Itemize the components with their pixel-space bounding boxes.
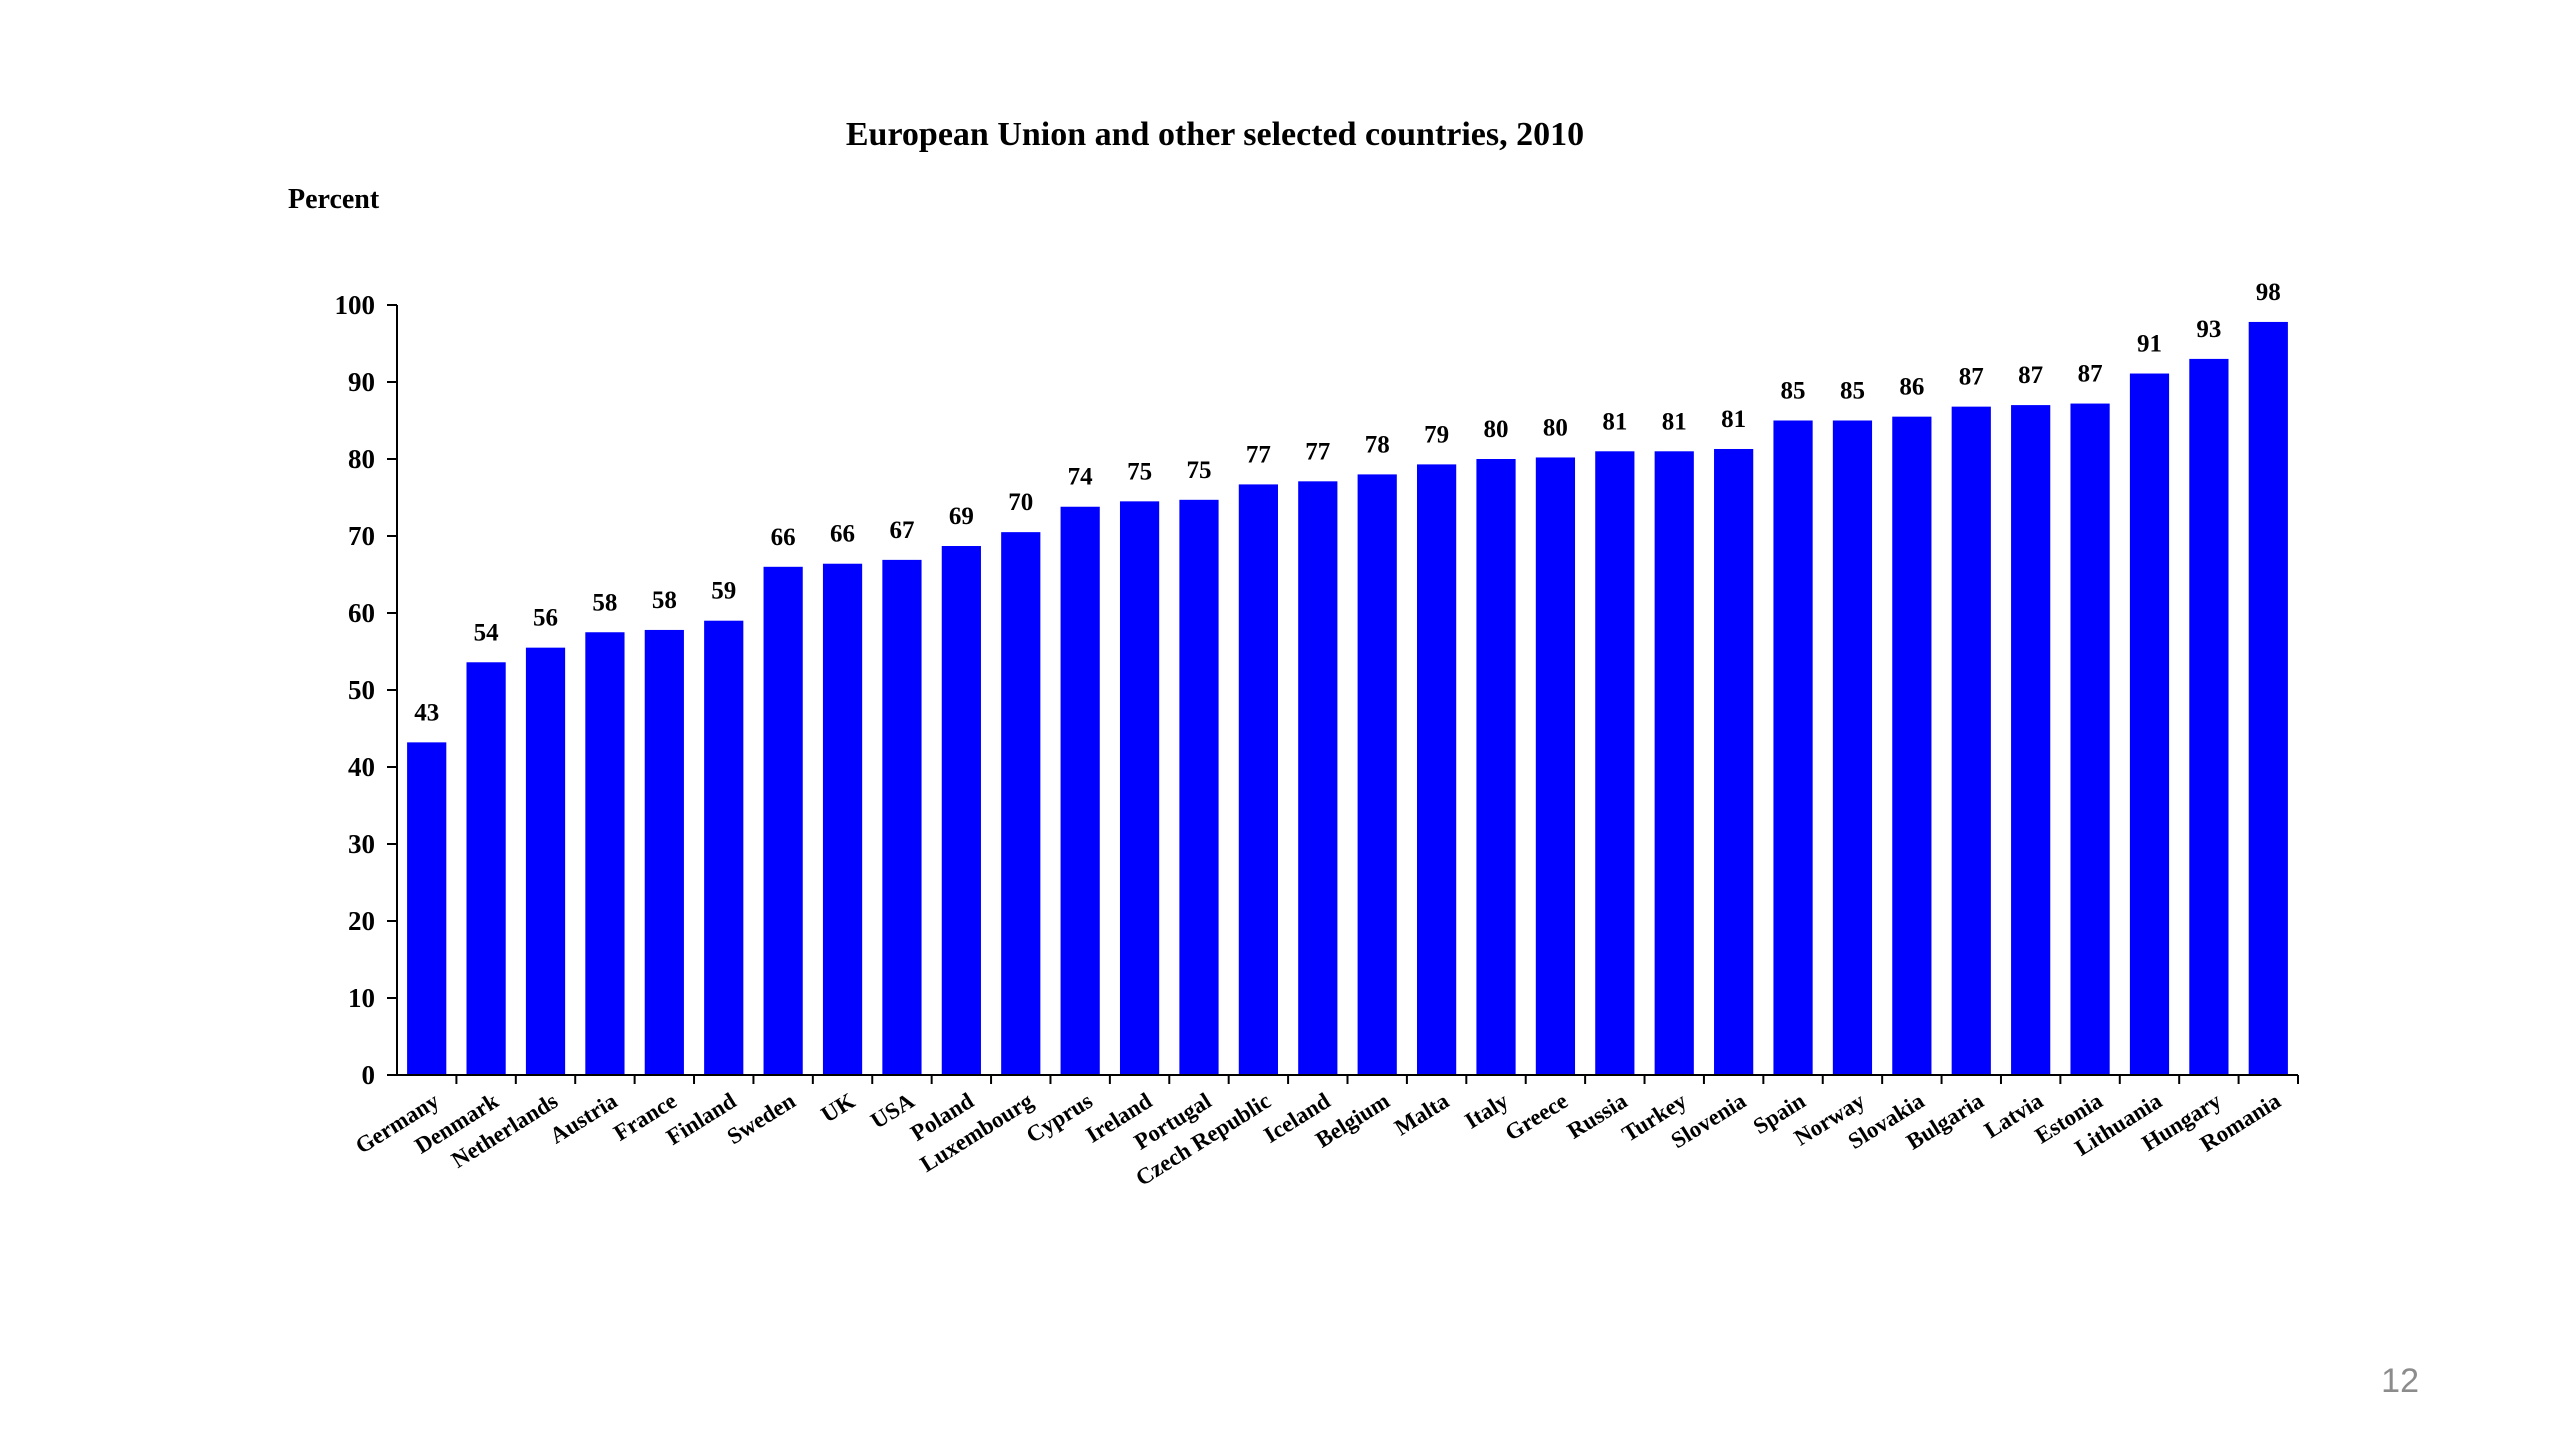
bar	[1951, 406, 1991, 1075]
x-category-label: UK	[817, 1088, 860, 1128]
chart-title: European Union and other selected countr…	[845, 116, 1585, 153]
bar	[1001, 532, 1041, 1075]
y-axis-unit-label: Percent	[288, 184, 380, 215]
bar-value-label: 67	[889, 517, 914, 544]
bar	[1535, 457, 1576, 1076]
x-category-label: Greece	[1501, 1088, 1572, 1146]
bar-value-label: 86	[1899, 374, 1924, 401]
y-tick-label: 60	[348, 598, 375, 628]
bar	[882, 559, 922, 1075]
y-tick-label: 10	[348, 983, 375, 1013]
bar-value-label: 66	[771, 524, 796, 551]
bar	[1357, 474, 1397, 1075]
bar-value-label: 81	[1602, 408, 1627, 435]
bar-value-label: 74	[1068, 464, 1094, 491]
bar	[2129, 373, 2170, 1075]
bar	[525, 647, 566, 1075]
y-tick-label: 70	[348, 521, 375, 551]
bar	[704, 620, 744, 1075]
bar-value-label: 79	[1424, 421, 1449, 448]
bar	[2070, 403, 2110, 1075]
y-axis: 0 10 20 30 40 50 60 70 80 90 100	[335, 290, 397, 1090]
bar-value-label: 69	[949, 503, 974, 530]
bar-value-label: 80	[1543, 414, 1568, 441]
y-tick-label: 0	[362, 1060, 376, 1090]
bar-value-label: 56	[533, 605, 558, 632]
bar	[2189, 358, 2229, 1075]
page-number: 12	[2381, 1362, 2419, 1400]
y-tick-label: 100	[335, 290, 376, 320]
data-labels: 43 54 56 58 58 59 66 66 67 69 70 74 75 75 77 77 78 79 80 80…	[414, 279, 2281, 726]
bar	[1298, 481, 1338, 1076]
bar-value-label: 98	[2256, 279, 2281, 306]
bar-value-label: 93	[2196, 316, 2221, 343]
bar	[1714, 448, 1754, 1075]
bars	[407, 321, 2288, 1076]
bar-value-label: 75	[1127, 458, 1152, 485]
x-category-label: Austria	[545, 1088, 622, 1149]
x-category-label: Cyprus	[1022, 1088, 1097, 1148]
bar-value-label: 58	[652, 587, 677, 614]
bar	[941, 546, 981, 1075]
x-category-label: Sweden	[723, 1088, 800, 1149]
bar-value-label: 81	[1662, 408, 1687, 435]
bar-value-label: 58	[592, 589, 617, 616]
bar-value-label: 70	[1008, 489, 1033, 516]
y-tick-label: 20	[348, 906, 375, 936]
bar-value-label: 77	[1305, 438, 1330, 465]
bar-value-label: 85	[1781, 378, 1806, 405]
bar	[1417, 464, 1457, 1075]
bar	[1832, 420, 1873, 1075]
bar	[1773, 420, 1813, 1075]
bar	[1060, 506, 1100, 1075]
bar	[1119, 501, 1160, 1076]
bar-value-label: 43	[414, 699, 439, 726]
bar	[1476, 459, 1516, 1075]
bar	[822, 563, 863, 1075]
axes	[396, 305, 2298, 1076]
bar	[1179, 499, 1219, 1075]
bar	[763, 566, 803, 1075]
bar	[1654, 451, 1694, 1075]
bar	[1595, 451, 1635, 1075]
bar-value-label: 85	[1840, 378, 1865, 405]
y-tick-label: 90	[348, 367, 375, 397]
bar-value-label: 87	[2078, 361, 2103, 388]
bar	[2248, 321, 2288, 1075]
bar-value-label: 80	[1484, 416, 1509, 443]
bar	[407, 742, 447, 1075]
bar-value-label: 59	[711, 578, 736, 605]
bar	[585, 632, 625, 1075]
bar-value-label: 87	[1959, 364, 1984, 391]
x-axis: GermanyDenmarkNetherlandsAustriaFranceFi…	[351, 1075, 2299, 1191]
bar	[2011, 405, 2051, 1076]
bar-value-label: 81	[1721, 406, 1746, 433]
bar-value-label: 66	[830, 521, 855, 548]
bar-value-label: 91	[2137, 331, 2162, 358]
bar	[1238, 484, 1278, 1075]
y-tick-label: 50	[348, 675, 375, 705]
x-category-label: Russia	[1563, 1088, 1632, 1144]
y-tick-label: 30	[348, 829, 375, 859]
x-category-label: Finland	[662, 1088, 740, 1150]
bar	[644, 629, 684, 1075]
x-category-label: Malta	[1390, 1088, 1454, 1141]
y-tick-label: 40	[348, 752, 375, 782]
bar-value-label: 87	[2018, 362, 2043, 389]
bar-value-label: 75	[1186, 457, 1211, 484]
bar-value-label: 54	[474, 619, 500, 646]
bar-value-label: 77	[1246, 441, 1271, 468]
bar	[1892, 416, 1932, 1075]
bar-value-label: 78	[1365, 431, 1390, 458]
bar	[466, 662, 506, 1075]
y-tick-label: 80	[348, 444, 375, 474]
